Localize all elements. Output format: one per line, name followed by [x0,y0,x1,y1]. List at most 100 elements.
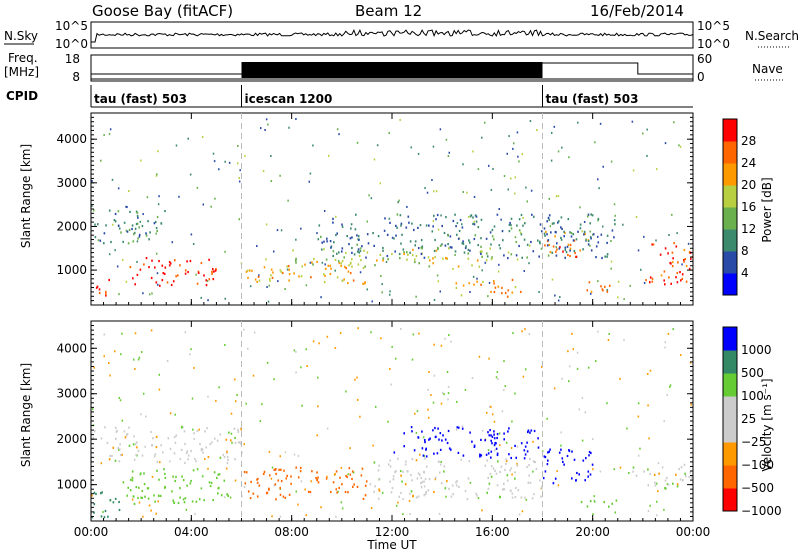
echo-cell [552,482,555,485]
echo-cell [275,498,277,501]
echo-cell [160,444,162,447]
echo-cell [247,490,250,493]
echo-cell [356,243,358,246]
echo-cell [679,145,682,148]
echo-cell [332,221,334,224]
echo-cell [400,491,402,495]
colorbar-swatch [723,163,737,186]
echo-cell [191,500,194,503]
echo-cell [125,280,128,283]
echo-cell [469,481,472,484]
echo-cell [445,216,447,219]
echo-cell [485,237,488,240]
echo-cell [675,473,677,476]
echo-cell [456,222,459,225]
echo-cell [651,243,653,246]
echo-cell [543,232,546,235]
echo-cell [186,260,188,263]
echo-cell [501,292,503,295]
echo-cell [658,472,660,475]
echo-cell [154,500,156,503]
echo-cell [324,263,326,266]
echo-cell [387,420,389,423]
echo-cell [164,472,166,475]
echo-cell [455,428,458,431]
echo-cell [623,338,625,341]
echo-cell [554,230,557,234]
echo-cell [684,472,686,475]
echo-cell [125,434,128,437]
echo-cell [334,472,336,475]
echo-cell [448,487,450,490]
echo-cell [321,241,323,244]
echo-cell [158,260,160,263]
echo-cell [479,453,481,456]
echo-cell [573,458,576,461]
echo-cell [427,489,430,492]
echo-cell [123,430,126,433]
echo-cell [530,429,533,432]
echo-cell [546,244,549,247]
echo-cell [313,258,315,261]
echo-cell [495,472,498,475]
echo-cell [459,218,462,222]
echo-cell [520,496,523,499]
echo-cell [347,491,349,494]
echo-cell [568,380,570,383]
echo-cell [490,465,493,468]
echo-cell [481,269,483,272]
echo-cell [471,377,474,380]
echo-cell [458,485,460,489]
echo-cell [174,441,177,444]
cpid-label: CPID [6,89,38,103]
echo-cell [402,498,404,501]
echo-cell [667,332,670,335]
echo-cell [491,228,494,232]
echo-cell [145,257,148,260]
echo-cell [100,515,103,518]
echo-cell [320,296,322,299]
echo-cell [547,451,549,454]
echo-cell [213,270,215,273]
echo-cell [288,273,291,276]
echo-cell [437,228,440,231]
echo-cell [518,229,521,232]
echo-cell [588,281,591,284]
echo-cell [230,432,233,435]
echo-cell [277,280,279,283]
echo-cell [657,490,659,493]
echo-cell [131,476,134,479]
echo-cell [428,438,430,441]
echo-cell [460,458,462,461]
echo-cell [163,468,165,471]
echo-cell [547,239,550,242]
echo-cell [469,431,471,434]
echo-cell [155,232,157,235]
echo-cell [653,473,656,476]
echo-cell [132,495,135,498]
echo-cell [489,231,492,234]
echo-cell [157,150,159,153]
echo-cell [280,480,283,483]
echo-cell [585,238,587,241]
echo-cell [420,246,423,249]
echo-cell [213,471,216,474]
echo-cell [112,501,115,504]
echo-cell [598,187,600,190]
echo-cell [341,507,344,510]
echo-cell [406,251,408,254]
echo-cell [108,253,111,256]
echo-cell [447,398,449,401]
echo-cell [589,500,592,503]
echo-cell [208,278,211,281]
echo-cell [548,218,550,221]
echo-cell [493,420,496,423]
echo-cell [361,467,364,470]
echo-cell [428,224,430,227]
echo-cell [610,240,612,243]
echo-cell [132,240,135,243]
echo-cell [304,263,306,266]
echo-cell [481,509,483,512]
echo-cell [473,237,476,241]
echo-cell [477,226,480,229]
